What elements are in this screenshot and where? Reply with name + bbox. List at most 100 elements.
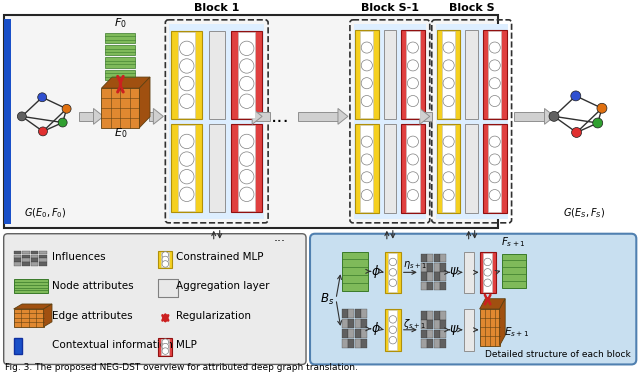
Circle shape xyxy=(489,78,500,89)
Circle shape xyxy=(389,326,397,334)
Circle shape xyxy=(597,103,607,113)
Bar xyxy=(428,320,433,329)
Text: $\eta_{s+1}$: $\eta_{s+1}$ xyxy=(403,260,426,271)
Polygon shape xyxy=(545,108,554,124)
Bar xyxy=(434,320,440,329)
Circle shape xyxy=(239,152,254,166)
Polygon shape xyxy=(102,88,140,128)
Text: ...: ... xyxy=(271,107,289,126)
Bar xyxy=(342,329,348,338)
Bar xyxy=(355,329,361,338)
Circle shape xyxy=(38,93,47,102)
Circle shape xyxy=(179,134,194,149)
Bar xyxy=(428,330,433,338)
Bar xyxy=(13,279,47,293)
Circle shape xyxy=(443,172,454,183)
Bar xyxy=(483,252,492,292)
Bar xyxy=(342,339,348,348)
Bar xyxy=(354,24,426,219)
Bar xyxy=(436,24,508,219)
Circle shape xyxy=(443,96,454,106)
Bar xyxy=(342,252,368,291)
Circle shape xyxy=(239,59,254,73)
Circle shape xyxy=(361,154,372,165)
Text: $E_0$: $E_0$ xyxy=(114,126,127,139)
Polygon shape xyxy=(252,108,262,124)
Text: $B_s$: $B_s$ xyxy=(320,291,334,307)
Circle shape xyxy=(239,187,254,202)
Circle shape xyxy=(443,42,454,53)
Text: Aggregation layer: Aggregation layer xyxy=(176,281,270,291)
Bar xyxy=(238,125,255,211)
Bar xyxy=(22,251,30,254)
Circle shape xyxy=(162,339,168,345)
Bar xyxy=(4,19,11,224)
Circle shape xyxy=(389,316,397,323)
Bar xyxy=(513,112,545,121)
Circle shape xyxy=(179,94,194,108)
Bar xyxy=(479,252,495,293)
Bar xyxy=(231,31,262,119)
Bar xyxy=(464,252,474,293)
Polygon shape xyxy=(140,77,150,128)
Bar xyxy=(406,31,420,118)
Bar xyxy=(440,311,446,319)
Circle shape xyxy=(239,134,254,149)
Bar xyxy=(13,251,22,254)
Bar xyxy=(106,45,136,55)
Bar xyxy=(385,252,401,293)
Text: Block 1: Block 1 xyxy=(194,3,239,13)
Circle shape xyxy=(407,78,419,89)
Circle shape xyxy=(179,77,194,91)
Bar xyxy=(420,320,427,329)
Bar xyxy=(13,258,22,262)
Bar xyxy=(355,319,361,328)
Polygon shape xyxy=(102,77,150,88)
Bar xyxy=(420,273,427,281)
Bar xyxy=(434,254,440,262)
Bar xyxy=(39,251,47,254)
Circle shape xyxy=(407,154,419,165)
Circle shape xyxy=(361,60,372,71)
Bar xyxy=(434,273,440,281)
Circle shape xyxy=(361,136,372,147)
Bar xyxy=(348,329,355,338)
Circle shape xyxy=(361,96,372,106)
Bar xyxy=(22,258,30,262)
Bar xyxy=(170,24,264,219)
Bar xyxy=(22,262,30,266)
Bar xyxy=(31,251,38,254)
Bar xyxy=(342,309,348,318)
Polygon shape xyxy=(44,304,52,327)
Circle shape xyxy=(162,252,168,258)
Bar xyxy=(440,263,446,272)
Text: $\phi$: $\phi$ xyxy=(371,320,381,337)
Circle shape xyxy=(62,104,71,113)
Bar xyxy=(434,339,440,348)
Polygon shape xyxy=(500,299,505,346)
Circle shape xyxy=(162,343,168,350)
Bar xyxy=(488,31,501,118)
Bar xyxy=(442,125,455,212)
Bar xyxy=(39,258,47,262)
Circle shape xyxy=(443,78,454,89)
Bar xyxy=(348,319,355,328)
Bar xyxy=(420,112,432,121)
Bar xyxy=(355,30,379,119)
Text: $\phi$: $\phi$ xyxy=(371,263,381,280)
Bar xyxy=(31,255,38,258)
Bar xyxy=(420,282,427,290)
FancyBboxPatch shape xyxy=(4,234,306,365)
Circle shape xyxy=(239,77,254,91)
Text: $E_{s+1}$: $E_{s+1}$ xyxy=(504,325,529,339)
Bar xyxy=(483,30,507,119)
Bar xyxy=(13,262,22,266)
Text: Contextual information: Contextual information xyxy=(52,340,172,350)
Circle shape xyxy=(179,41,194,56)
Circle shape xyxy=(572,127,582,138)
Bar xyxy=(158,251,172,268)
Circle shape xyxy=(162,256,168,263)
Bar xyxy=(406,125,420,212)
Circle shape xyxy=(407,42,419,53)
Bar xyxy=(348,339,355,348)
